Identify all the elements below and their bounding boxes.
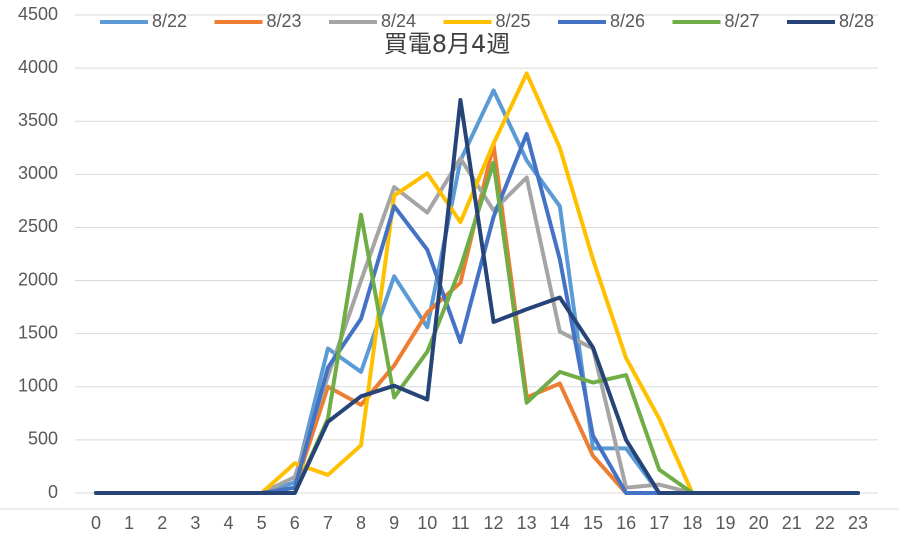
legend-label: 8/24 xyxy=(381,11,416,31)
x-tick-label: 18 xyxy=(682,513,702,533)
legend-label: 8/26 xyxy=(610,11,645,31)
legend-label: 8/22 xyxy=(152,11,187,31)
y-tick-label: 0 xyxy=(48,482,58,502)
x-tick-label: 1 xyxy=(124,513,134,533)
y-tick-label: 4500 xyxy=(18,4,58,24)
x-tick-label: 15 xyxy=(583,513,603,533)
x-tick-label: 23 xyxy=(848,513,868,533)
x-tick-label: 19 xyxy=(715,513,735,533)
x-tick-label: 2 xyxy=(157,513,167,533)
x-tick-label: 12 xyxy=(484,513,504,533)
y-tick-label: 3500 xyxy=(18,110,58,130)
legend-label: 8/25 xyxy=(496,11,531,31)
x-tick-label: 10 xyxy=(417,513,437,533)
legend-label: 8/28 xyxy=(839,11,874,31)
y-tick-label: 1000 xyxy=(18,376,58,396)
x-tick-label: 7 xyxy=(323,513,333,533)
y-tick-label: 3000 xyxy=(18,163,58,183)
x-tick-label: 0 xyxy=(91,513,101,533)
y-tick-label: 1500 xyxy=(18,322,58,342)
x-tick-label: 14 xyxy=(550,513,570,533)
x-tick-label: 9 xyxy=(389,513,399,533)
x-tick-label: 5 xyxy=(257,513,267,533)
series-line xyxy=(94,97,860,495)
chart-title: 買電8月4週 xyxy=(384,30,511,58)
series-line xyxy=(94,88,860,495)
y-tick-label: 4000 xyxy=(18,57,58,77)
x-tick-label: 11 xyxy=(451,513,470,533)
x-tick-label: 22 xyxy=(815,513,835,533)
x-tick-label: 4 xyxy=(224,513,234,533)
y-tick-label: 500 xyxy=(28,429,58,449)
x-tick-label: 20 xyxy=(749,513,769,533)
legend-label: 8/23 xyxy=(267,11,302,31)
series-line xyxy=(94,142,860,495)
x-tick-label: 17 xyxy=(649,513,669,533)
y-tick-label: 2000 xyxy=(18,269,58,289)
legend-label: 8/27 xyxy=(725,11,760,31)
x-tick-label: 3 xyxy=(190,513,200,533)
x-tick-label: 16 xyxy=(616,513,636,533)
x-tick-label: 8 xyxy=(356,513,366,533)
x-tick-label: 13 xyxy=(517,513,537,533)
x-tick-label: 21 xyxy=(782,513,802,533)
y-tick-label: 2500 xyxy=(18,216,58,236)
x-tick-label: 6 xyxy=(290,513,300,533)
